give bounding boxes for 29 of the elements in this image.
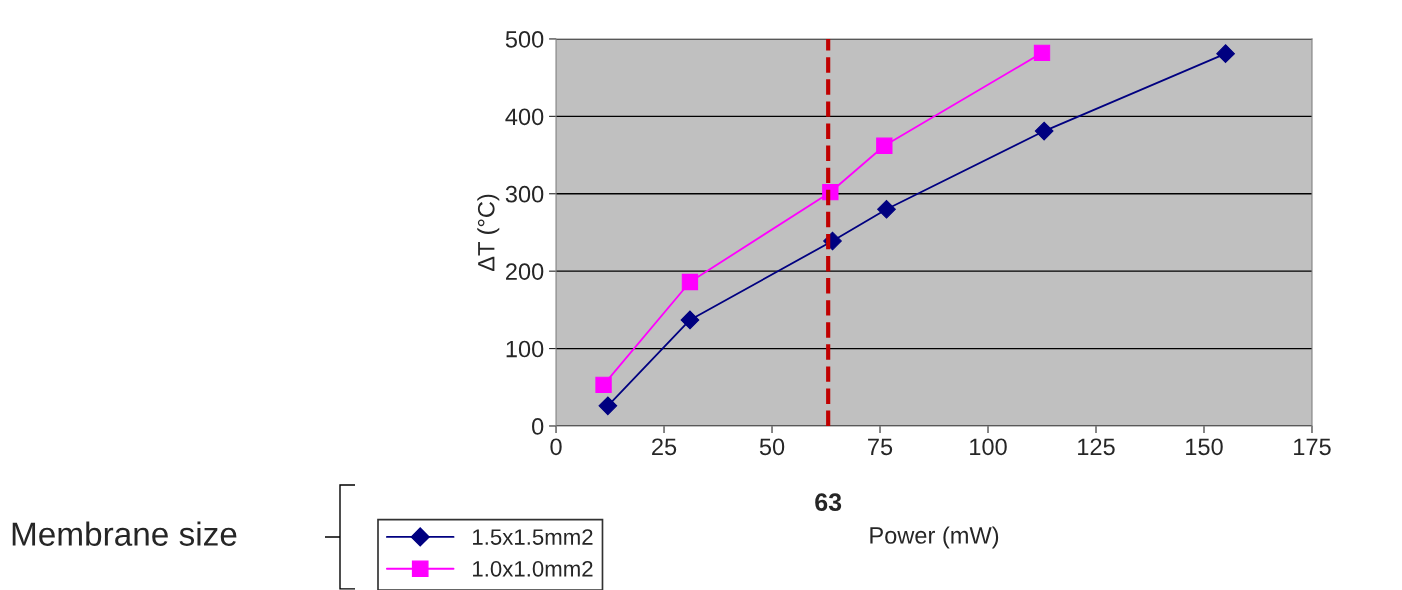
- point: [1034, 121, 1054, 141]
- point: [877, 199, 896, 219]
- y-tick-label: 0: [532, 418, 544, 435]
- x-tick-label: 0: [550, 438, 562, 456]
- y-axis-title: ΔT (°C): [477, 194, 500, 272]
- point: [680, 310, 700, 330]
- x-tick-label: 150: [1186, 438, 1223, 456]
- x-tick-label: 50: [759, 438, 785, 456]
- y-tick-label: 100: [506, 340, 544, 358]
- point: [1033, 44, 1051, 62]
- ref-line-label: 63: [815, 493, 842, 512]
- point: [681, 273, 699, 291]
- x-tick-label: 75: [868, 438, 893, 456]
- point: [598, 396, 618, 416]
- x-tick-label: 25: [652, 438, 677, 456]
- legend-label: 1.0x1.0mm2: [473, 560, 593, 577]
- point: [876, 137, 893, 154]
- y-tick-label: 200: [506, 263, 544, 280]
- y-tick-label: 400: [505, 108, 544, 126]
- x-tick-label: 125: [1078, 438, 1115, 456]
- legend-label: 1.5x1.5mm2: [473, 529, 593, 545]
- x-axis-title: Power (mW): [870, 526, 999, 549]
- x-tick-label: 100: [970, 438, 1007, 456]
- point: [1216, 44, 1235, 64]
- y-tick-label: 300: [505, 185, 544, 203]
- y-tick-label: 500: [505, 31, 544, 48]
- x-tick-label: 175: [1294, 438, 1331, 456]
- legend-title: Membrane size: [12, 521, 237, 546]
- point: [595, 376, 612, 394]
